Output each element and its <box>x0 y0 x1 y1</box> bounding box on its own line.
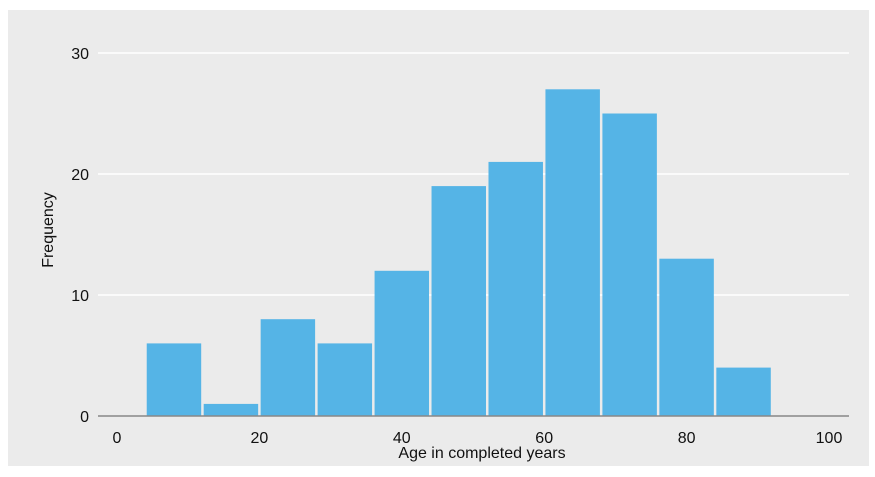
histogram-bar-68-76 <box>602 113 657 416</box>
y-ticks: 0 10 20 30 <box>71 46 89 426</box>
y-tick-label-0: 0 <box>80 409 89 426</box>
histogram-bar-44-52 <box>431 186 486 416</box>
x-tick-label-60: 60 <box>535 430 553 447</box>
histogram-bar-12-20 <box>203 403 259 416</box>
x-tick-label-20: 20 <box>251 430 269 447</box>
x-tick-label-80: 80 <box>678 430 696 447</box>
histogram-bar-60-68 <box>545 89 600 417</box>
histogram-bar-76-84 <box>659 258 714 416</box>
y-tick-label-20: 20 <box>71 167 89 184</box>
histogram-bar-20-28 <box>260 319 316 416</box>
y-tick-label-10: 10 <box>71 288 89 305</box>
histogram-bar-4-12 <box>146 343 202 416</box>
bars <box>146 89 771 417</box>
x-tick-label-100: 100 <box>816 430 843 447</box>
histogram-bar-28-36 <box>317 343 373 416</box>
x-tick-label-0: 0 <box>113 430 122 447</box>
histogram-bar-36-44 <box>374 270 430 416</box>
histogram-bar-52-60 <box>488 161 543 416</box>
x-axis-title: Age in completed years <box>398 445 565 462</box>
y-tick-label-30: 30 <box>71 46 89 63</box>
x-ticks: 0 20 40 60 80 100 <box>113 430 843 447</box>
y-axis-title: Frequency <box>40 192 57 268</box>
x-tick-label-40: 40 <box>393 430 411 447</box>
histogram-bar-84-92 <box>716 367 771 416</box>
